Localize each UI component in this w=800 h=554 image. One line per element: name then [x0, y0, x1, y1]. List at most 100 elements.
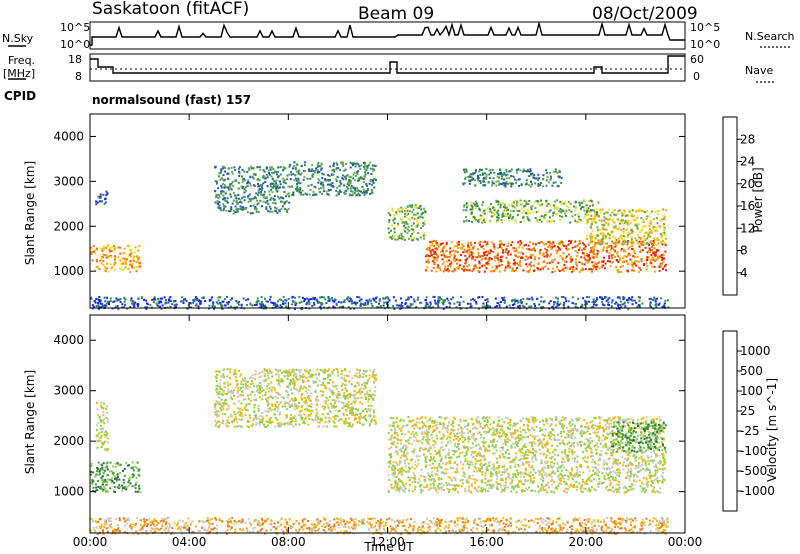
- echo-cell: [620, 211, 623, 214]
- echo-cell: [459, 259, 462, 262]
- echo-cell: [393, 217, 396, 220]
- echo-cell: [511, 217, 514, 220]
- echo-cell: [470, 173, 473, 176]
- echo-cell: [259, 389, 262, 392]
- echo-cell: [545, 184, 548, 187]
- echo-cell: [362, 188, 365, 191]
- echo-cell: [635, 219, 637, 222]
- echo-cell: [456, 266, 459, 269]
- echo-cell: [128, 253, 131, 256]
- echo-cell: [278, 197, 281, 200]
- cpid-value: normalsound (fast) 157: [92, 93, 251, 107]
- echo-cell: [343, 299, 346, 302]
- nsky-tick-bottom: 10^0: [60, 38, 90, 51]
- echo-cell: [507, 253, 510, 256]
- echo-cell: [218, 204, 221, 207]
- echo-cell: [130, 248, 133, 251]
- echo-cell: [369, 408, 372, 411]
- echo-cell: [633, 214, 635, 217]
- echo-cell: [244, 387, 247, 390]
- echo-cell: [548, 181, 551, 184]
- echo-cell: [324, 416, 327, 419]
- echo-cell: [349, 395, 352, 398]
- echo-cell: [456, 242, 459, 245]
- echo-cell: [234, 376, 237, 379]
- echo-cell: [219, 385, 221, 388]
- echo-cell: [475, 202, 478, 205]
- echo-cell: [235, 372, 237, 375]
- echo-cell: [297, 172, 300, 175]
- echo-cell: [273, 403, 276, 406]
- echo-cell: [419, 205, 422, 208]
- colorbar-tick-label: 16: [740, 199, 755, 213]
- echo-cell: [121, 261, 124, 263]
- echo-cell: [394, 238, 397, 241]
- echo-cell: [375, 306, 378, 309]
- echo-cell: [530, 206, 533, 209]
- echo-cell: [351, 162, 354, 165]
- echo-cell: [648, 231, 651, 234]
- echo-cell: [114, 462, 117, 465]
- echo-cell: [527, 203, 530, 206]
- echo-cell: [252, 377, 255, 380]
- echo-cell: [104, 300, 107, 303]
- echo-cell: [169, 305, 172, 308]
- echo-cell: [606, 468, 608, 470]
- echo-cell: [239, 425, 242, 428]
- echo-cell: [222, 194, 225, 197]
- echo-cell: [441, 258, 444, 261]
- echo-cell: [419, 236, 422, 239]
- echo-cell: [314, 169, 317, 172]
- echo-cell: [92, 486, 95, 489]
- echo-cell: [594, 241, 597, 244]
- echo-cell: [524, 211, 527, 214]
- echo-cell: [619, 242, 622, 245]
- echo-cell: [270, 188, 273, 191]
- echo-cell: [249, 199, 252, 202]
- echo-cell: [494, 297, 497, 300]
- echo-cell: [593, 240, 596, 243]
- echo-cell: [311, 168, 314, 171]
- echo-cell: [546, 262, 549, 265]
- echo-cell: [654, 260, 657, 263]
- echo-cell: [519, 242, 522, 245]
- echo-cell: [557, 268, 560, 271]
- echo-cell: [645, 231, 648, 234]
- echo-cell: [234, 211, 237, 214]
- echo-cell: [505, 265, 507, 268]
- power-colorbar-label: Power [dB]: [751, 167, 765, 232]
- echo-cell: [339, 191, 342, 193]
- echo-cell: [483, 212, 486, 215]
- echo-cell: [542, 242, 545, 245]
- echo-cell: [257, 409, 260, 412]
- echo-cell: [291, 392, 294, 395]
- echo-cell: [542, 174, 545, 177]
- echo-cell: [97, 413, 99, 416]
- echo-cell: [229, 377, 231, 379]
- echo-cell: [538, 218, 541, 221]
- echo-cell: [652, 257, 655, 260]
- echo-cell: [123, 485, 126, 488]
- echo-cell: [129, 260, 132, 262]
- echo-cell: [652, 241, 655, 244]
- echo-cell: [233, 166, 236, 169]
- echo-cell: [352, 407, 355, 410]
- echo-cell: [266, 369, 268, 372]
- echo-cell: [658, 266, 661, 268]
- echo-cell: [614, 245, 617, 248]
- echo-cell: [236, 391, 239, 394]
- echo-cell: [614, 242, 617, 245]
- echo-cell: [386, 296, 389, 299]
- echo-cell: [112, 471, 115, 474]
- echo-cell: [92, 480, 95, 483]
- echo-cell: [551, 245, 554, 248]
- echo-cell: [237, 411, 240, 414]
- echo-cell: [95, 305, 98, 308]
- echo-cell: [306, 177, 309, 180]
- echo-cell: [510, 244, 513, 247]
- echo-cell: [325, 190, 328, 193]
- echo-cell: [543, 300, 546, 303]
- echo-cell: [518, 255, 521, 258]
- echo-cell: [269, 207, 272, 210]
- echo-cell: [358, 190, 361, 192]
